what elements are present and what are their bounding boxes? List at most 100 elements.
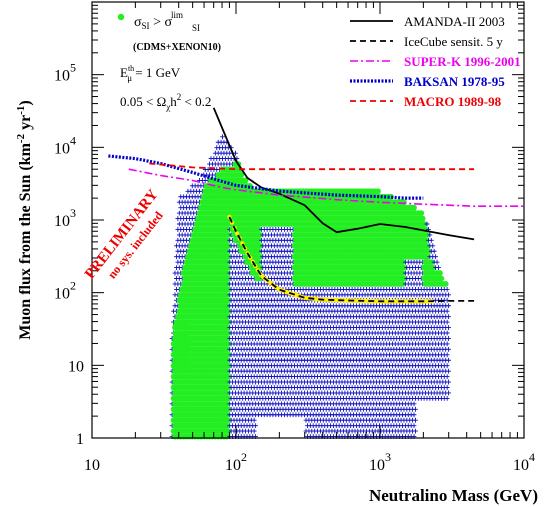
model-point-blue xyxy=(444,330,450,336)
model-point-blue xyxy=(446,314,451,320)
legend-point-label: σSI > σlimSI xyxy=(134,10,200,33)
model-point-blue xyxy=(446,292,451,298)
model-point-green xyxy=(225,286,232,293)
model-point-green xyxy=(242,177,249,184)
model-point-blue xyxy=(446,368,451,374)
model-point-green xyxy=(225,319,232,325)
model-point-blue xyxy=(413,428,418,434)
threshold-annotation: Eth μ = 1 GeV xyxy=(120,64,181,83)
model-point-green xyxy=(257,253,263,260)
model-point-blue xyxy=(427,232,433,238)
model-point-green xyxy=(223,335,230,342)
legend-label-1: IceCube sensit. 5 y xyxy=(404,34,503,49)
model-point-yellow xyxy=(234,231,240,236)
y-axis-label: Muon flux from the Sun (km-2 yr-1) xyxy=(15,100,34,339)
model-point-green xyxy=(223,390,230,396)
model-point-blue xyxy=(446,379,451,385)
curve-legend: AMANDA-II 2003 IceCube sensit. 5 y SUPER-K… xyxy=(350,14,521,109)
model-point-green xyxy=(411,204,417,211)
model-point-green xyxy=(184,366,190,372)
legend-label-0: AMANDA-II 2003 xyxy=(404,14,505,29)
model-point-blue xyxy=(446,390,451,396)
y-tick-label: 104 xyxy=(54,133,76,157)
model-point-green xyxy=(225,417,232,424)
legend-label-3: BAKSAN 1978-95 xyxy=(404,74,505,89)
model-point-green xyxy=(225,275,232,282)
model-point-green xyxy=(184,358,190,365)
y-tick-label: 10 xyxy=(68,358,84,375)
scan-points-layer xyxy=(169,134,451,440)
legend-label-2: SUPER-K 1996-2001 xyxy=(404,54,521,69)
model-point-green xyxy=(223,400,230,407)
model-point-green xyxy=(399,281,406,287)
model-point-green xyxy=(223,357,230,364)
model-point-green xyxy=(438,275,445,282)
model-point-green xyxy=(184,344,190,351)
preliminary-stamp: PRELIMINARY no sys. included xyxy=(82,187,166,283)
model-point-blue xyxy=(413,406,418,412)
model-point-blue xyxy=(446,357,451,363)
model-point-blue xyxy=(428,237,434,243)
model-point-green xyxy=(428,259,435,266)
model-point-green xyxy=(238,172,245,178)
model-point-green xyxy=(399,259,406,266)
legend-point-note: (CDMS+XENON10) xyxy=(133,42,221,53)
y-tick-label: 103 xyxy=(54,206,76,230)
series-line-2 xyxy=(128,168,524,207)
model-point-green xyxy=(225,231,232,238)
model-point-green xyxy=(419,215,426,222)
model-point-green xyxy=(223,368,230,375)
model-point-blue xyxy=(431,248,437,254)
model-point-green xyxy=(223,291,230,298)
model-point-blue xyxy=(444,363,450,369)
model-point-green xyxy=(255,259,262,266)
model-point-green xyxy=(223,313,230,320)
model-point-green xyxy=(184,351,190,358)
model-point-blue xyxy=(446,336,451,341)
model-point-blue xyxy=(444,385,450,390)
model-point-green xyxy=(255,248,262,255)
axis-ticks xyxy=(91,2,524,439)
model-point-green xyxy=(375,188,381,195)
model-point-blue xyxy=(251,428,257,434)
model-point-green xyxy=(225,384,232,391)
model-point-blue xyxy=(444,341,450,347)
model-point-green xyxy=(225,330,232,336)
model-point-green xyxy=(223,422,230,429)
model-point-green xyxy=(257,231,263,238)
model-point-blue xyxy=(446,303,451,309)
model-point-green xyxy=(223,281,230,287)
model-point-green xyxy=(425,248,432,255)
relic-density-annotation: 0.05 < Ωχh2 < 0.2 xyxy=(120,92,211,112)
model-point-blue xyxy=(446,325,451,330)
model-point-blue xyxy=(436,265,441,270)
x-axis-label: Neutralino Mass (GeV) xyxy=(369,486,538,505)
model-point-green xyxy=(437,270,443,276)
model-point-green xyxy=(225,264,232,271)
model-point-green xyxy=(401,275,407,282)
model-point-blue xyxy=(444,352,450,358)
model-point-blue xyxy=(433,254,439,260)
model-point-green xyxy=(257,242,263,249)
model-point-green xyxy=(421,221,428,227)
model-point-green xyxy=(422,237,429,244)
model-point-green xyxy=(424,242,430,249)
model-point-green xyxy=(225,297,232,304)
model-point-green xyxy=(225,395,232,402)
y-tick-label: 1 xyxy=(76,431,84,448)
model-point-blue xyxy=(413,417,418,423)
x-tick-label: 103 xyxy=(369,450,391,474)
model-point-green xyxy=(223,226,230,233)
model-point-green xyxy=(223,248,230,255)
model-point-green xyxy=(225,351,232,358)
model-point-green xyxy=(223,302,230,309)
x-tick-label: 102 xyxy=(225,450,247,474)
model-point-green xyxy=(223,237,230,244)
model-point-green xyxy=(184,323,190,330)
model-point-green xyxy=(225,362,232,369)
model-point-green xyxy=(429,264,436,271)
limit-curves-layer xyxy=(108,107,524,303)
legend-label-4: MACRO 1989-98 xyxy=(404,94,502,109)
